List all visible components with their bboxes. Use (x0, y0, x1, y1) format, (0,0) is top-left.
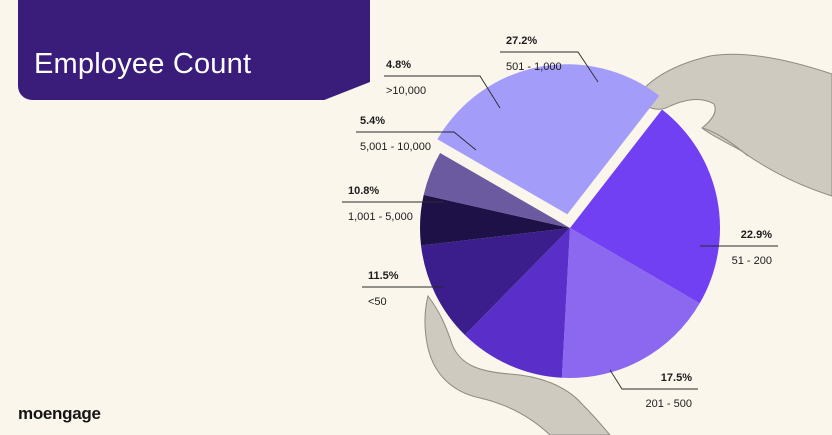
slice-category-label: 1,001 - 5,000 (348, 211, 413, 223)
pie-slice (423, 153, 570, 228)
leader-line (500, 51, 599, 83)
slice-percent-label: 17.5% (661, 372, 692, 384)
pie-slice (419, 194, 570, 246)
pie-slice (570, 109, 721, 304)
upper-hand-illustration (635, 53, 832, 197)
title-banner: Employee Count (18, 0, 370, 100)
chart-title: Employee Count (34, 48, 252, 80)
slice-category-label: 5,001 - 10,000 (360, 141, 431, 153)
slice-category-label: 501 - 1,000 (506, 61, 562, 73)
slice-category-label: <50 (368, 296, 387, 308)
slice-percent-label: 10.8% (348, 185, 379, 197)
slice-category-label: 201 - 500 (646, 398, 692, 410)
pie-slices (419, 64, 721, 378)
pie-slice (421, 228, 570, 336)
slice-percent-label: 22.9% (741, 229, 772, 241)
leader-line (609, 369, 698, 390)
brand-logo: moengage (18, 404, 101, 423)
pie-slice (437, 64, 660, 215)
pie-labels: 27.2% 501 - 1,000 22.9% 51 - 200 17.5% 201 - … (342, 35, 778, 410)
lower-hand-illustration (424, 294, 611, 435)
slice-percent-label: 5.4% (360, 115, 385, 127)
slice-percent-label: 27.2% (506, 35, 537, 47)
slice-category-label: 51 - 200 (732, 255, 772, 267)
pie-slice (561, 228, 700, 378)
slice-percent-label: 4.8% (386, 59, 411, 71)
pie-slice (464, 228, 570, 378)
leader-line (384, 75, 501, 109)
slice-category-label: >10,000 (386, 85, 426, 97)
leader-line (356, 131, 477, 151)
slice-percent-label: 11.5% (368, 270, 399, 282)
